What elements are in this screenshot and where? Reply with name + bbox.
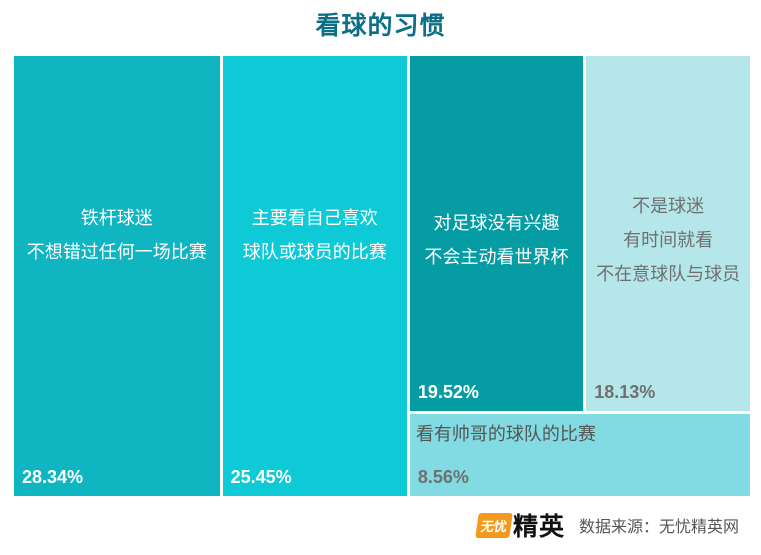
tile-label-line: 看有帅哥的球队的比赛 — [415, 424, 596, 446]
tile-label: 铁杆球迷不想错过任何一场比赛 — [14, 202, 220, 270]
tile-label: 看有帅哥的球队的比赛 — [416, 418, 750, 452]
tile-label-line: 不是球迷 — [632, 195, 705, 217]
tile-label: 主要看自己喜欢 球队或球员的比赛 — [223, 202, 407, 270]
data-source-text: 数据来源：无忧精英网 — [578, 517, 739, 536]
tile-value-label: 28.34% — [22, 467, 84, 487]
treemap-tile: 不是球迷有时间就看不在意球队与球员 18.13% — [586, 56, 750, 412]
brand-logo: 无忧 精英 — [475, 507, 565, 543]
treemap-tile: 对足球没有兴趣 不会主动看世界杯 19.52% — [409, 56, 584, 412]
tile-value-label: 19.52% — [417, 382, 479, 403]
tile-label-line: 铁杆球迷 — [80, 208, 153, 230]
tile-label: 对足球没有兴趣 不会主动看世界杯 — [410, 207, 583, 275]
logo-badge: 无忧 — [475, 512, 513, 538]
treemap-tile: 看有帅哥的球队的比赛 8.56% — [409, 414, 750, 496]
tile-label: 不是球迷有时间就看不在意球队与球员 — [586, 190, 750, 292]
chart-title: 看球的习惯 — [315, 11, 446, 40]
tile-label-line: 球队或球员的比赛 — [242, 242, 387, 264]
tile-value-label: 8.56% — [417, 466, 469, 487]
tile-label-line: 主要看自己喜欢 — [251, 208, 378, 230]
tile-value-label: 18.13% — [594, 382, 656, 403]
tile-label-line: 不会主动看世界杯 — [424, 246, 569, 268]
treemap-tile: 铁杆球迷不想错过任何一场比赛 28.34% — [14, 56, 220, 496]
tile-label-line: 有时间就看 — [623, 229, 714, 251]
logo-text: 精英 — [512, 512, 565, 541]
footer: 无忧 精英 数据来源：无忧精英网 — [475, 507, 739, 543]
treemap-tile: 主要看自己喜欢 球队或球员的比赛 25.45% — [222, 56, 407, 496]
tile-label-line: 对足球没有兴趣 — [433, 212, 560, 234]
tile-label-line: 不想错过任何一场比赛 — [26, 242, 207, 264]
tile-label-line: 不在意球队与球员 — [596, 263, 741, 285]
tile-value-label: 25.45% — [230, 467, 292, 487]
